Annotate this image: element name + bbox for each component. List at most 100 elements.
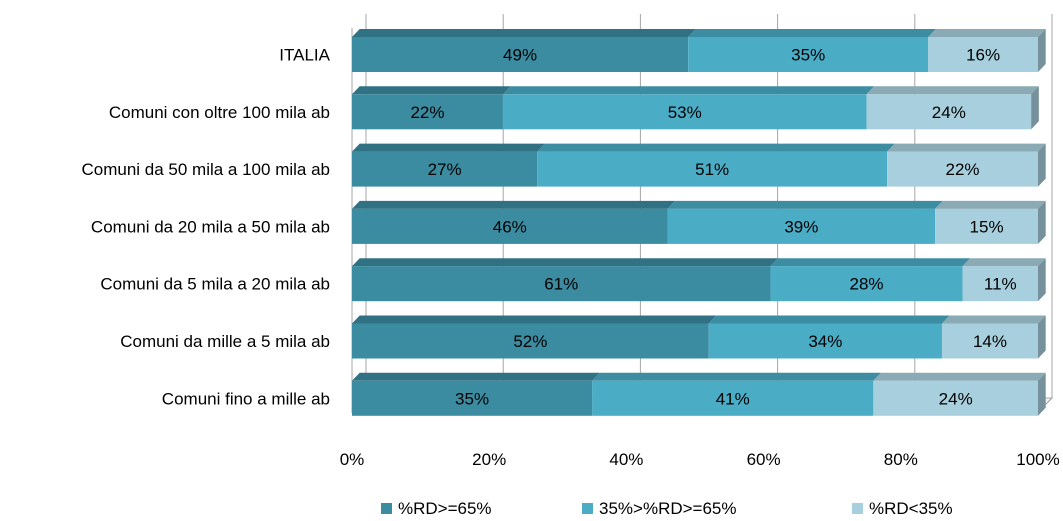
bar-segment: 53% (502, 86, 875, 130)
data-label: 49% (503, 46, 537, 65)
bar-front-face (935, 208, 1038, 244)
bar-top-face (352, 86, 511, 95)
bar-side-face (1038, 200, 1046, 244)
legend-swatch (582, 503, 593, 514)
x-tick-label: 80% (884, 450, 918, 469)
bar-segment: 28% (770, 258, 971, 302)
data-label: 35% (791, 46, 825, 65)
bar-front-face (592, 380, 874, 416)
category-label: Comuni da 20 mila a 50 mila ab (91, 217, 330, 236)
bar-side-face (1038, 29, 1046, 72)
bar-top-face (592, 372, 882, 381)
data-label: 24% (932, 103, 966, 122)
bar-front-face (928, 37, 1038, 72)
bar-segment: 11% (962, 258, 1046, 302)
bar-segment: 15% (935, 200, 1046, 244)
bar-side-face (1038, 372, 1046, 416)
bar-top-face (352, 200, 676, 209)
data-label: 35% (455, 389, 489, 408)
bar-top-face (352, 372, 600, 381)
bar-front-face (352, 151, 538, 187)
bar-side-face (1038, 258, 1046, 302)
data-label: 52% (513, 332, 547, 351)
bar-front-face (962, 266, 1038, 302)
bar-segment: 61% (352, 258, 779, 302)
data-label: 22% (946, 160, 980, 179)
bar-front-face (502, 94, 867, 130)
bar-top-face (667, 200, 943, 209)
legend-label: %RD>=65% (398, 499, 492, 518)
data-label: 11% (984, 275, 1017, 294)
data-label: 53% (668, 103, 702, 122)
bar-side-face (1038, 143, 1046, 187)
data-label: 27% (428, 160, 462, 179)
bar-front-face (770, 266, 963, 302)
bar-front-face (537, 151, 888, 187)
bar-front-face (941, 323, 1038, 359)
bar-segment: 52% (352, 315, 717, 359)
bar-segment: 22% (887, 143, 1046, 187)
category-label: Comuni da 50 mila a 100 mila ab (81, 160, 330, 179)
bar-front-face (688, 37, 929, 72)
bar-top-face (941, 315, 1046, 324)
bar-segment: 51% (537, 143, 895, 187)
bar-top-face (770, 258, 971, 267)
bar-front-face (873, 380, 1038, 416)
data-label: 39% (784, 217, 818, 236)
data-label: 41% (716, 389, 750, 408)
bar-segment: 41% (592, 372, 882, 416)
legend-label: 35%>%RD>=65% (599, 499, 737, 518)
bar-segment: 34% (708, 315, 950, 359)
bar-top-face (708, 315, 950, 324)
bar-front-face (352, 266, 771, 302)
bar-top-face (352, 29, 696, 37)
data-label: 15% (970, 217, 1004, 236)
data-label: 51% (695, 160, 729, 179)
bar-segment: 16% (928, 29, 1046, 72)
bar-front-face (352, 94, 503, 130)
bar-segment: 22% (352, 86, 511, 130)
bar-top-face (935, 200, 1046, 209)
category-labels: ITALIA Comuni con oltre 100 mila ab Comuni… (81, 46, 330, 409)
bar-side-face (1031, 86, 1039, 130)
bar-segment: 14% (941, 315, 1046, 359)
bar-top-face (962, 258, 1046, 267)
bar-front-face (352, 208, 668, 244)
data-label: 61% (544, 275, 578, 294)
bar-top-face (352, 315, 717, 324)
bar-side-face (1038, 315, 1046, 359)
data-label: 22% (410, 103, 444, 122)
data-label: 24% (939, 389, 973, 408)
x-tick-label: 0% (340, 450, 365, 469)
bar-top-face (537, 143, 895, 152)
x-axis-ticks: 0% 20% 40% 60% 80% 100% (340, 450, 1060, 469)
bar-front-face (667, 208, 936, 244)
bar-front-face (352, 37, 689, 72)
legend: %RD>=65% 35%>%RD>=65% %RD<35% (381, 499, 953, 518)
category-label: Comuni con oltre 100 mila ab (109, 103, 330, 122)
bar-top-face (866, 86, 1039, 95)
bar-top-face (688, 29, 936, 37)
bars: 49% 35% 16% 22% 53% 24% 27% 51% 22% 46% 39% 15% 61% 2… (352, 29, 1046, 416)
category-label: Comuni da 5 mila a 20 mila ab (100, 275, 330, 294)
bar-segment: 35% (688, 29, 936, 72)
bar-front-face (352, 323, 709, 359)
bar-segment: 24% (866, 86, 1039, 130)
data-label: 14% (973, 332, 1007, 351)
bar-front-face (866, 94, 1032, 130)
bar-segment: 24% (873, 372, 1046, 416)
bar-segment: 49% (352, 29, 696, 72)
category-label: ITALIA (279, 46, 330, 65)
legend-swatch (852, 503, 863, 514)
bar-segment: 39% (667, 200, 943, 244)
legend-swatch (381, 503, 392, 514)
bar-front-face (352, 380, 593, 416)
legend-label: %RD<35% (869, 499, 953, 518)
bar-top-face (352, 258, 779, 267)
data-label: 34% (808, 332, 842, 351)
x-tick-label: 20% (472, 450, 506, 469)
bar-top-face (928, 29, 1046, 37)
bar-top-face (352, 143, 545, 152)
bar-segment: 35% (352, 372, 600, 416)
